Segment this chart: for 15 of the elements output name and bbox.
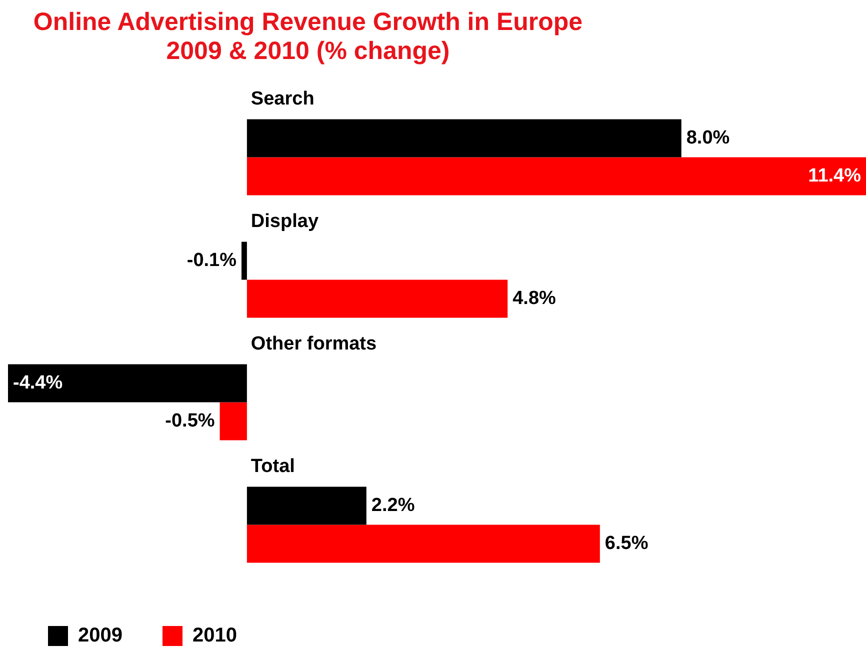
data-label: 2.2%: [371, 494, 415, 516]
data-label: -0.5%: [165, 410, 215, 432]
y-tick-label: Other formats: [250, 334, 377, 355]
y-tick-label: Search: [250, 88, 314, 110]
legend-label: 2009: [78, 624, 122, 647]
data-label: -4.4%: [13, 372, 63, 394]
y-tick-label: Total: [250, 456, 295, 478]
data-label: 6.5%: [604, 532, 648, 554]
data-label: 11.4%: [808, 165, 862, 186]
data-label: 8.0%: [686, 127, 730, 148]
y-tick-label: Display: [250, 211, 319, 232]
data-label: -0.1%: [186, 250, 237, 271]
data-label: 4.8%: [512, 288, 556, 309]
legend-label: 2010: [192, 624, 237, 647]
chart-title: Online Advertising Revenue Growth in Europe 2009 & 2010 (% change): [32, 7, 584, 66]
